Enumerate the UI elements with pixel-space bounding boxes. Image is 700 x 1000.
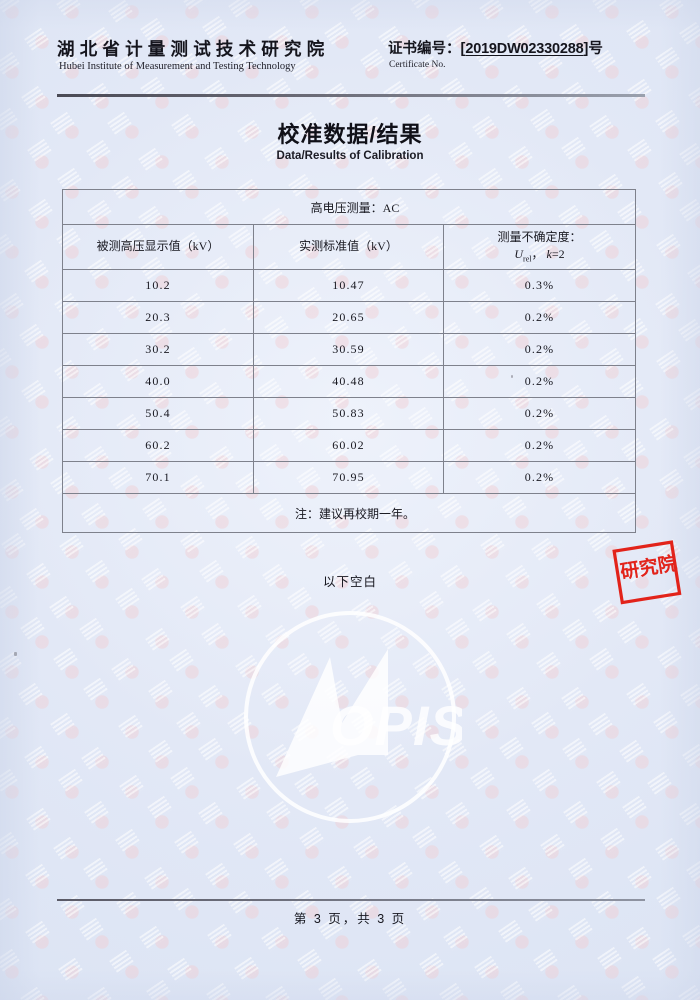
table-condition-row: 高电压测量：AC [62,189,636,225]
column-header-displayed: 被测高压显示值（kV） [62,224,254,270]
footer-divider [57,899,645,901]
column-header-uncertainty: 测量不确定度： Urel， k=2 [443,224,636,270]
cell-measured-value: 20.65 [253,301,444,334]
calibration-table: 高电压测量：AC 被测高压显示值（kV） 实测标准值（kV） 测量不确定度： U… [62,189,636,533]
cell-measured-value: 40.48 [253,365,444,398]
bracket-close: ]号 [583,41,603,57]
uncertainty-header-line1: 测量不确定度： [497,229,582,244]
table-row: 20.3 20.65 0.2% [62,301,636,334]
table-row: 40.0 40.48 0.2% [62,365,636,398]
cell-displayed-value: 70.1 [62,461,254,494]
cell-measured-value: 70.95 [253,461,444,494]
calibration-table-wrapper: 高电压测量：AC 被测高压显示值（kV） 实测标准值（kV） 测量不确定度： U… [62,189,636,533]
page-title-en: Data/Results of Calibration [276,150,424,162]
organization-name-cn: 湖北省计量测试技术研究院 [57,39,330,59]
cell-displayed-value: 50.4 [62,397,254,430]
cell-uncertainty-value: 0.2% [443,429,636,462]
cell-uncertainty-value: 0.2% [443,333,636,366]
cell-uncertainty-value: 0.2% [443,397,636,430]
certificate-number-label: 证书编号： [388,41,461,57]
column-header-measured: 实测标准值（kV） [253,224,444,270]
cell-displayed-value: 60.2 [62,429,254,462]
uncertainty-symbol: U [514,247,524,262]
table-row: 10.2 10.47 0.3% [62,269,636,302]
certificate-number-value: 2019DW02330288 [465,41,584,57]
cell-uncertainty-value: 0.3% [443,269,636,302]
header-divider [57,94,645,97]
measurement-condition: 高电压测量：AC [62,189,636,225]
table-header-row: 被测高压显示值（kV） 实测标准值（kV） 测量不确定度： Urel， k=2 [62,224,636,270]
page-number: 第 3 页，共 3 页 [293,912,407,926]
table-row: 30.2 30.59 0.2% [62,333,636,366]
cell-uncertainty-value: 0.2% [443,365,636,398]
page-title-cn: 校准数据/结果 [277,122,423,147]
table-row: 70.1 70.95 0.2% [62,461,636,494]
cell-measured-value: 50.83 [253,397,444,430]
cell-measured-value: 30.59 [253,333,444,366]
cell-displayed-value: 30.2 [62,333,254,366]
document-header: 湖北省计量测试技术研究院 Hubei Institute of Measurem… [0,36,700,86]
coverage-factor-value: =2 [551,247,565,262]
certificate-number-line: 证书编号：[2019DW02330288]号 [388,37,603,58]
table-note: 注：建议再校期一年。 [62,493,636,533]
cell-uncertainty-value: 0.2% [443,461,636,494]
certificate-number-label-en: Certificate No. [389,60,446,70]
cell-measured-value: 10.47 [253,269,444,302]
cell-uncertainty-value: 0.2% [443,301,636,334]
cell-measured-value: 60.02 [253,429,444,462]
uncertainty-separator: ， [531,247,544,262]
organization-name-en: Hubei Institute of Measurement and Testi… [59,61,296,72]
cell-displayed-value: 10.2 [62,269,254,302]
table-note-row: 注：建议再校期一年。 [62,493,636,533]
blank-below-notice: 以下空白 [322,575,377,589]
cell-displayed-value: 20.3 [62,301,254,334]
cell-displayed-value: 40.0 [62,365,254,398]
table-row: 60.2 60.02 0.2% [62,429,636,462]
table-row: 50.4 50.83 0.2% [62,397,636,430]
